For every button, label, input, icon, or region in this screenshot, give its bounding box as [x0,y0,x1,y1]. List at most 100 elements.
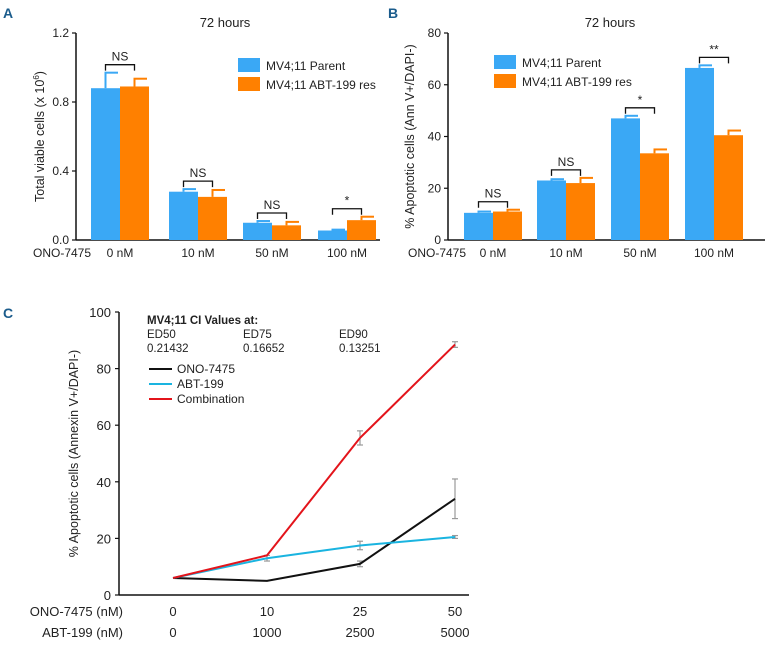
legend-label: MV4;11 ABT-199 res [522,75,632,89]
significance-label: NS [558,155,575,169]
legend-label: MV4;11 Parent [266,59,346,73]
y-tick-label: 60 [97,418,111,433]
y-tick-label: 100 [89,305,111,320]
bar-parent [91,88,120,240]
significance-label: NS [190,166,207,180]
bar-abt199-res [640,153,669,240]
x-tick-label: 100 nM [694,246,734,260]
bar-parent [169,191,198,240]
x-tick-label: 50 nM [623,246,656,260]
x-tick-label: 10 nM [181,246,214,260]
bar-abt199-res [714,135,743,240]
bar-abt199-res [493,211,522,240]
y-tick-label: 20 [428,181,442,195]
x-row-label: ABT-199 (nM) [42,625,123,640]
y-tick-label: 80 [428,26,442,40]
legend-swatch [494,55,516,69]
series-line-abt-199 [172,535,456,579]
significance-label: ** [709,42,719,56]
x-tick-label: 2500 [346,625,375,640]
x-tick-label: 0 [169,625,176,640]
ci-label: ED50 [147,329,176,341]
y-axis-label: % Apoptotic cells (Ann V+/DAPI-) [403,44,417,228]
significance-label: * [345,194,350,208]
x-tick-label: 100 nM [327,246,367,260]
legend-label: ONO-7475 [177,362,235,376]
x-axis-prefix: ONO-7475 [408,246,466,260]
ci-label: ED75 [243,329,272,341]
x-tick-label: 25 [353,604,367,619]
bar-parent [243,222,272,240]
legend-label: MV4;11 Parent [522,56,602,70]
y-tick-label: 0 [104,588,111,603]
bar-parent [685,67,714,241]
series-line-combination [172,343,456,579]
ci-heading: MV4;11 CI Values at: [147,315,258,327]
bar-abt199-res [272,225,301,240]
y-tick-label: 80 [97,362,111,377]
significance-label: NS [264,198,281,212]
legend-swatch [238,58,260,72]
significance-label: NS [112,50,129,64]
bar-parent [464,212,493,240]
x-tick-label: 0 [169,604,176,619]
panel-label-a: A [3,5,13,21]
y-tick-label: 20 [97,531,111,546]
y-tick-label: 0.4 [52,164,69,178]
bar-abt199-res [120,86,149,240]
x-tick-label: 0 nM [480,246,507,260]
x-row-label: ONO-7475 (nM) [30,604,123,619]
significance-bracket [331,208,363,215]
y-axis-label: % Apoptotic cells (Annexin V+/DAPI-) [67,350,81,557]
x-tick-label: 50 nM [255,246,288,260]
significance-bracket [550,169,582,176]
significance-bracket [624,107,656,114]
y-tick-label: 60 [428,78,442,92]
legend-swatch [494,74,516,88]
chart-title: 72 hours [585,15,636,30]
bar-parent [611,118,640,240]
panel-label-b: B [388,5,398,21]
legend-label: ABT-199 [177,377,224,391]
significance-label: * [638,93,643,107]
x-tick-label: 10 nM [549,246,582,260]
bar-parent [537,180,566,240]
y-tick-label: 40 [97,475,111,490]
x-tick-label: 10 [260,604,274,619]
significance-bracket [182,180,214,188]
y-tick-label: 0.0 [52,233,69,247]
ci-label: ED90 [339,329,368,341]
legend-label: Combination [177,392,244,406]
y-axis-label-text: Total viable cells (x 10 [33,80,47,202]
bar-abt199-res [347,220,376,240]
panel-label-c: C [3,305,13,321]
ci-value: 0.21432 [147,343,189,355]
y-tick-label: 1.2 [52,26,69,40]
y-axis-label: Total viable cells (x 106) [32,71,47,202]
ci-value: 0.16652 [243,343,285,355]
significance-bracket [256,212,288,220]
bar-parent [318,230,347,240]
significance-label: NS [485,187,502,201]
legend-label: MV4;11 ABT-199 res [266,78,376,92]
bar-abt199-res [198,196,227,240]
significance-bracket [104,64,136,71]
x-tick-label: 1000 [253,625,282,640]
x-axis-prefix: ONO-7475 [33,246,91,260]
x-tick-label: 5000 [441,625,470,640]
series-line-ono-7475 [172,497,456,582]
y-axis-label-close: ) [33,71,47,75]
legend-swatch [238,77,260,91]
significance-bracket [477,201,509,208]
y-tick-label: 0 [434,233,441,247]
significance-bracket [698,56,730,64]
y-tick-label: 40 [428,130,442,144]
ci-value: 0.13251 [339,343,381,355]
y-axis-label-text: % Apoptotic cells (Ann V+/DAPI-) [403,44,417,228]
x-tick-label: 50 [448,604,462,619]
y-axis-label-superscript: 6 [32,75,41,80]
x-tick-label: 0 nM [107,246,134,260]
chart-title: 72 hours [200,15,251,30]
bar-abt199-res [566,183,595,240]
